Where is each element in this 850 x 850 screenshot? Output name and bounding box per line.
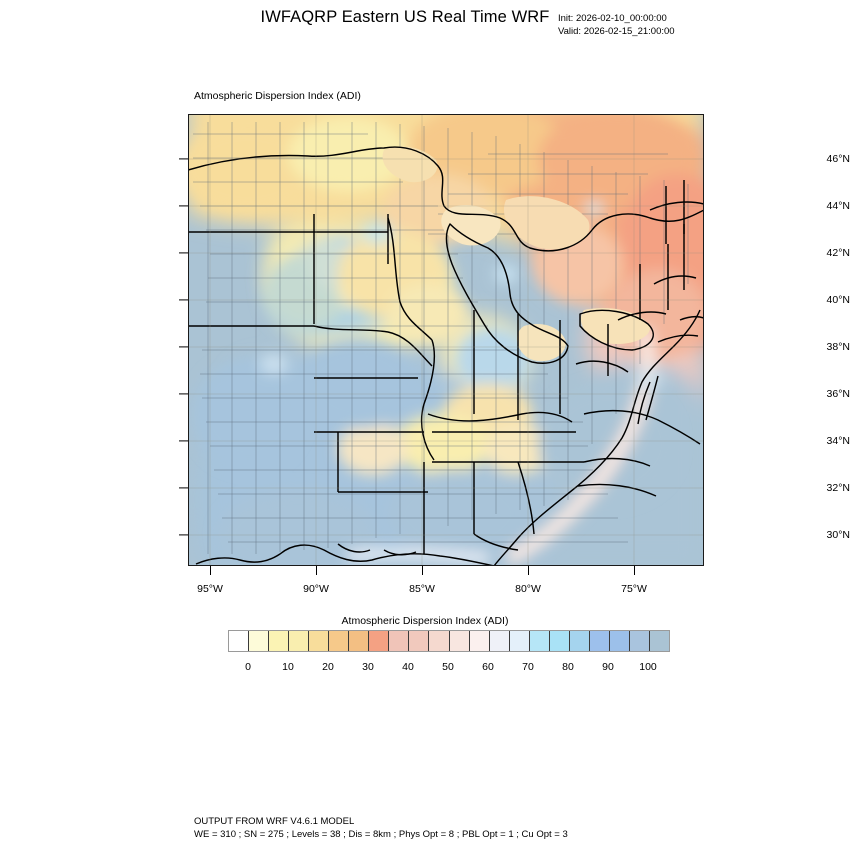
xtick-mark-75w	[634, 566, 636, 575]
ytick-mark-30n	[179, 534, 188, 536]
model-footer: OUTPUT FROM WRF V4.6.1 MODEL WE = 310 ; …	[194, 816, 568, 841]
xtick-mark-80w	[528, 566, 530, 575]
colorbar-cell-14	[509, 631, 530, 651]
colorbar-cell-17	[569, 631, 590, 651]
xtick-mark-95w	[210, 566, 212, 575]
colorbar-cell-10	[429, 631, 450, 651]
colorbar-title: Atmospheric Dispersion Index (ADI)	[341, 615, 509, 627]
footer-line-1: OUTPUT FROM WRF V4.6.1 MODEL	[194, 816, 355, 827]
xtick-label-75w: 75°W	[621, 583, 647, 595]
colorbar-cell-12	[469, 631, 490, 651]
colorbar-cell-0	[229, 631, 250, 651]
map-panel	[188, 114, 704, 566]
xtick-mark-85w	[422, 566, 424, 575]
panel-title: Atmospheric Dispersion Index (ADI)	[194, 90, 361, 102]
colorbar-tick-10: 10	[282, 661, 294, 673]
colorbar-tick-40: 40	[402, 661, 414, 673]
footer-line-2: WE = 310 ; SN = 275 ; Levels = 38 ; Dis …	[194, 828, 568, 840]
colorbar	[228, 630, 670, 652]
ytick-label-34n: 34°N	[826, 435, 850, 447]
dispersion-field-map	[188, 114, 704, 566]
colorbar-cell-13	[489, 631, 510, 651]
xtick-label-80w: 80°W	[515, 583, 541, 595]
colorbar-cell-5	[329, 631, 350, 651]
init-time: Init: 2026-02-10_00:00:00	[558, 13, 667, 24]
valid-time: Valid: 2026-02-15_21:00:00	[558, 25, 675, 37]
colorbar-tick-20: 20	[322, 661, 334, 673]
colorbar-cell-9	[409, 631, 430, 651]
colorbar-cell-16	[549, 631, 570, 651]
ytick-label-42n: 42°N	[826, 247, 850, 259]
ytick-mark-36n	[179, 393, 188, 395]
xtick-mark-90w	[316, 566, 318, 575]
colorbar-tick-30: 30	[362, 661, 374, 673]
ytick-mark-42n	[179, 252, 188, 254]
page-title: IWFAQRP Eastern US Real Time WRF	[260, 8, 550, 26]
ytick-label-46n: 46°N	[826, 153, 850, 165]
ytick-mark-38n	[179, 346, 188, 348]
ytick-label-32n: 32°N	[826, 482, 850, 494]
ytick-label-44n: 44°N	[826, 200, 850, 212]
graticule	[188, 114, 704, 566]
ytick-mark-32n	[179, 487, 188, 489]
colorbar-cell-4	[309, 631, 330, 651]
init-valid-block: Init: 2026-02-10_00:00:00 Valid: 2026-02…	[558, 13, 675, 38]
colorbar-tick-80: 80	[562, 661, 574, 673]
colorbar-cell-6	[349, 631, 370, 651]
ytick-label-40n: 40°N	[826, 294, 850, 306]
xtick-label-95w: 95°W	[197, 583, 223, 595]
colorbar-cell-19	[609, 631, 630, 651]
colorbar-cell-1	[249, 631, 270, 651]
colorbar-cell-7	[369, 631, 390, 651]
xtick-label-85w: 85°W	[409, 583, 435, 595]
ytick-label-30n: 30°N	[826, 529, 850, 541]
colorbar-cell-21	[649, 631, 670, 651]
ytick-label-36n: 36°N	[826, 388, 850, 400]
xtick-label-90w: 90°W	[303, 583, 329, 595]
colorbar-tick-50: 50	[442, 661, 454, 673]
state-boundaries	[188, 146, 704, 566]
ytick-label-38n: 38°N	[826, 341, 850, 353]
colorbar-tick-70: 70	[522, 661, 534, 673]
colorbar-cell-18	[589, 631, 610, 651]
colorbar-cell-8	[389, 631, 410, 651]
colorbar-cell-11	[449, 631, 470, 651]
ytick-mark-34n	[179, 440, 188, 442]
ytick-mark-46n	[179, 158, 188, 160]
ytick-mark-44n	[179, 205, 188, 207]
colorbar-cell-15	[529, 631, 550, 651]
colorbar-tick-90: 90	[602, 661, 614, 673]
colorbar-tick-100: 100	[639, 661, 657, 673]
colorbar-cell-20	[629, 631, 650, 651]
colorbar-cell-3	[289, 631, 310, 651]
colorbar-cell-2	[269, 631, 290, 651]
colorbar-tick-60: 60	[482, 661, 494, 673]
colorbar-tick-0: 0	[245, 661, 251, 673]
ytick-mark-40n	[179, 299, 188, 301]
